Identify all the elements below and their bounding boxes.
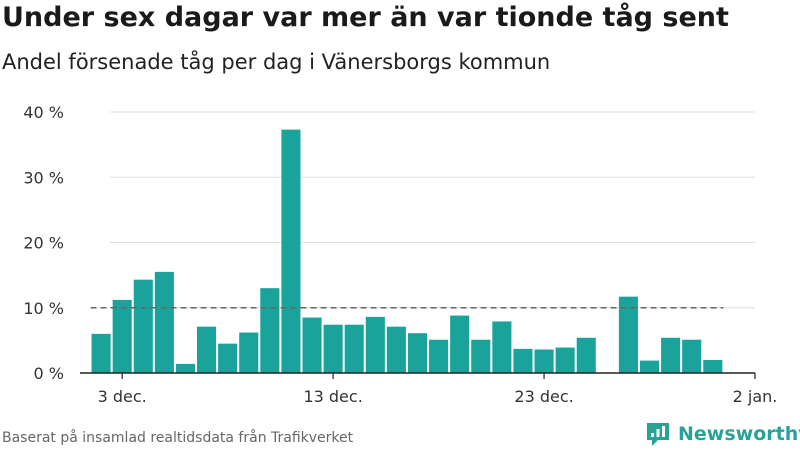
- bar: [682, 339, 702, 373]
- bar: [239, 332, 259, 373]
- gridlines: [110, 111, 755, 309]
- x-tick-label: 23 dec.: [514, 387, 573, 406]
- bar: [407, 333, 428, 373]
- y-tick-label: 30 %: [23, 168, 64, 187]
- bar: [576, 337, 596, 373]
- bar: [218, 343, 238, 373]
- bar: [450, 315, 470, 373]
- bar: [344, 324, 364, 373]
- bar: [112, 299, 132, 373]
- bar: [260, 288, 280, 373]
- brand: Newsworthy: [644, 420, 800, 448]
- source-note: Baserat på insamlad realtidsdata från Tr…: [2, 430, 354, 446]
- bar: [302, 317, 322, 373]
- bar: [471, 339, 491, 373]
- chart-title: Under sex dagar var mer än var tionde tå…: [2, 2, 729, 33]
- bar-chart: 0 % 10 % 20 % 30 % 40 % 3 dec. 13 dec. 23 dec. 2…: [23, 103, 777, 406]
- bar: [91, 333, 111, 373]
- bar: [365, 316, 385, 373]
- bar: [555, 347, 575, 373]
- newsworthy-logo-icon: [647, 423, 669, 446]
- y-tick-label: 20 %: [23, 234, 64, 253]
- x-tick-label: 13 dec.: [303, 387, 362, 406]
- brand-name: Newsworthy: [678, 423, 800, 445]
- bar: [618, 296, 638, 373]
- bar: [661, 337, 681, 373]
- bar: [639, 360, 660, 373]
- x-tick-label: 3 dec.: [98, 387, 147, 406]
- bar: [133, 279, 153, 373]
- y-tick-label: 0 %: [34, 364, 64, 383]
- bar: [386, 326, 406, 373]
- bar: [703, 359, 723, 373]
- bar: [323, 324, 343, 373]
- axes: 0 % 10 % 20 % 30 % 40 % 3 dec. 13 dec. 23 dec. 2…: [23, 103, 777, 406]
- x-tick-label: 2 jan.: [733, 387, 778, 406]
- bar: [492, 321, 512, 373]
- bar: [154, 271, 174, 373]
- bar: [534, 349, 554, 373]
- bar: [513, 348, 533, 373]
- y-tick-label: 10 %: [23, 299, 64, 318]
- y-tick-label: 40 %: [23, 103, 64, 122]
- bar: [429, 339, 449, 373]
- chart-subtitle: Andel försenade tåg per dag i Vänersborg…: [2, 50, 551, 74]
- bar: [281, 129, 301, 373]
- bar: [197, 326, 217, 373]
- bars: [91, 129, 723, 373]
- bar: [175, 363, 196, 373]
